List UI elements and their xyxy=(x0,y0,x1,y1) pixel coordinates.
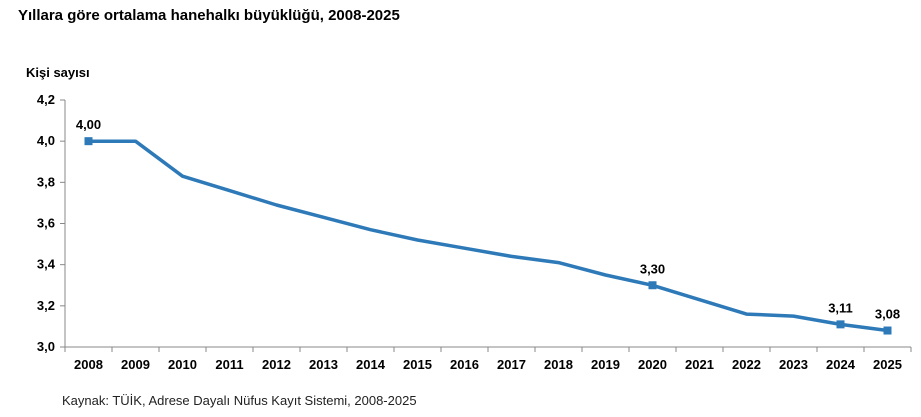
y-tick-label: 3,0 xyxy=(37,339,55,354)
x-tick-label: 2010 xyxy=(168,357,197,372)
series-line xyxy=(86,139,890,333)
x-tick-label: 2020 xyxy=(638,357,667,372)
x-tick-label: 2017 xyxy=(497,357,526,372)
y-tick-label: 3,2 xyxy=(37,298,55,313)
x-tick-label: 2015 xyxy=(403,357,432,372)
y-tick-label: 3,4 xyxy=(37,257,56,272)
x-tick-label: 2009 xyxy=(121,357,150,372)
y-tick-label: 4,2 xyxy=(37,92,55,107)
x-tick-label: 2021 xyxy=(685,357,714,372)
data-point-marker xyxy=(883,326,892,335)
x-tick-label: 2024 xyxy=(826,357,856,372)
x-tick-label: 2008 xyxy=(74,357,103,372)
data-label: 4,00 xyxy=(76,117,101,132)
y-axis-label: Kişi sayısı xyxy=(26,65,90,80)
x-tick-label: 2023 xyxy=(779,357,808,372)
y-tick-label: 3,6 xyxy=(37,216,55,231)
x-tick-label: 2019 xyxy=(591,357,620,372)
x-tick-label: 2018 xyxy=(544,357,573,372)
y-tick-label: 4,0 xyxy=(37,133,55,148)
data-label: 3,30 xyxy=(640,261,665,276)
x-tick-label: 2014 xyxy=(356,357,386,372)
x-tick-label: 2011 xyxy=(215,357,243,372)
x-tick-label: 2012 xyxy=(262,357,291,372)
x-tick-label: 2025 xyxy=(873,357,902,372)
x-tick-label: 2013 xyxy=(309,357,338,372)
x-tick-label: 2022 xyxy=(732,357,761,372)
chart-title: Yıllara göre ortalama hanehalkı büyüklüğ… xyxy=(18,7,400,24)
x-tick-label: 2016 xyxy=(450,357,479,372)
data-label: 3,11 xyxy=(828,300,853,315)
data-point-marker xyxy=(84,137,93,146)
chart-source: Kaynak: TÜİK, Adrese Dayalı Nüfus Kayıt … xyxy=(62,393,417,408)
data-point-marker xyxy=(648,281,657,290)
y-tick-label: 3,8 xyxy=(37,174,55,189)
data-label: 3,08 xyxy=(875,307,900,322)
data-point-marker xyxy=(836,320,845,329)
